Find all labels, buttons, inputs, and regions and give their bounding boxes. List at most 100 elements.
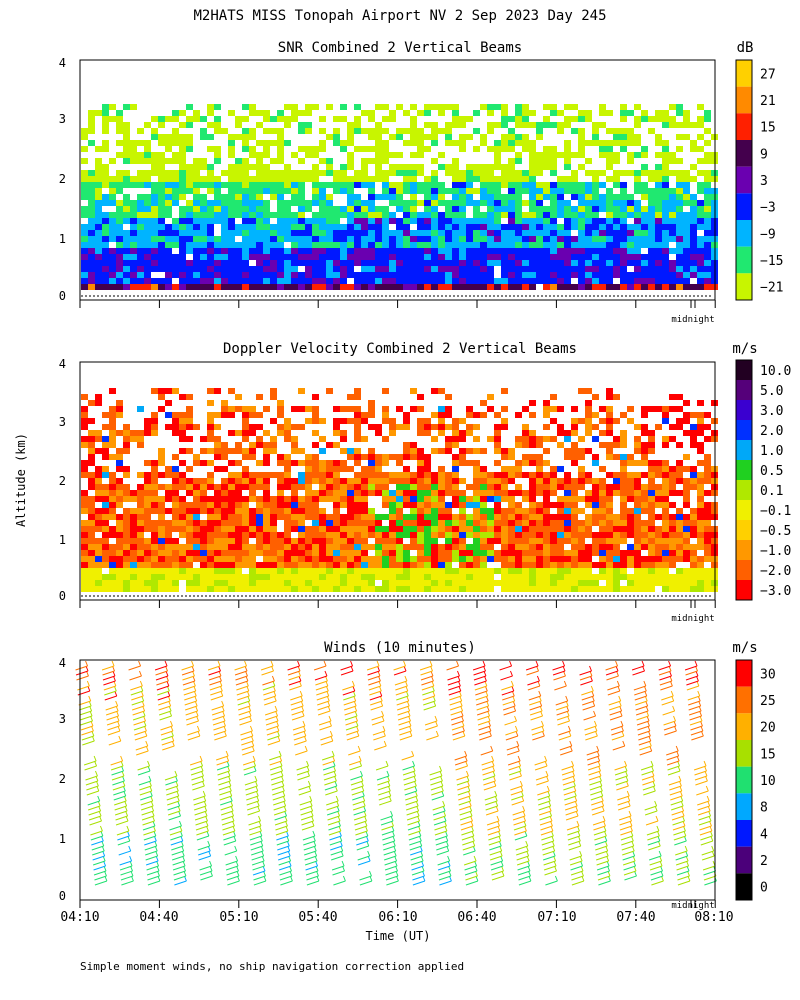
snr-cell bbox=[326, 242, 333, 248]
snr-cell bbox=[501, 200, 508, 206]
snr-cell bbox=[214, 104, 221, 110]
doppler-cell bbox=[648, 556, 655, 562]
snr-cell bbox=[620, 194, 627, 200]
snr-cell bbox=[319, 116, 326, 122]
doppler-cell bbox=[536, 466, 543, 472]
snr-cell bbox=[438, 164, 445, 170]
doppler-cell bbox=[312, 508, 319, 514]
snr-cell bbox=[361, 182, 368, 188]
doppler-cell bbox=[319, 418, 326, 424]
doppler-cell bbox=[529, 484, 536, 490]
doppler-cell bbox=[473, 514, 480, 520]
doppler-cell bbox=[508, 496, 515, 502]
wind-barb bbox=[211, 705, 224, 711]
snr-cell bbox=[207, 278, 214, 284]
doppler-cell bbox=[627, 586, 634, 592]
snr-cell bbox=[361, 272, 368, 278]
snr-cell bbox=[424, 278, 431, 284]
doppler-cell bbox=[123, 448, 130, 454]
snr-cell bbox=[459, 176, 466, 182]
snr-cell bbox=[662, 200, 669, 206]
doppler-cell bbox=[592, 460, 599, 466]
doppler-cell bbox=[193, 556, 200, 562]
doppler-cell bbox=[564, 478, 571, 484]
snr-cell bbox=[655, 164, 662, 170]
doppler-ytick-label: 0 bbox=[59, 589, 66, 603]
doppler-cell bbox=[389, 478, 396, 484]
doppler-cell bbox=[410, 544, 417, 550]
doppler-cell bbox=[354, 538, 361, 544]
doppler-cell bbox=[235, 460, 242, 466]
snr-cell bbox=[319, 266, 326, 272]
snr-cell bbox=[578, 152, 585, 158]
doppler-cell bbox=[347, 574, 354, 580]
wind-barb bbox=[91, 840, 104, 846]
doppler-cell bbox=[536, 574, 543, 580]
snr-cell bbox=[704, 110, 711, 116]
snr-cell bbox=[102, 128, 109, 134]
snr-cell bbox=[410, 116, 417, 122]
doppler-cell bbox=[270, 418, 277, 424]
snr-cell bbox=[529, 254, 536, 260]
snr-cell bbox=[585, 200, 592, 206]
doppler-cell bbox=[242, 454, 249, 460]
doppler-cell bbox=[319, 460, 326, 466]
wind-barb bbox=[213, 730, 227, 736]
doppler-cell bbox=[606, 496, 613, 502]
doppler-cell bbox=[102, 532, 109, 538]
doppler-cell bbox=[284, 472, 291, 478]
snr-cell bbox=[151, 134, 158, 140]
doppler-cell bbox=[466, 556, 473, 562]
snr-cell bbox=[690, 230, 697, 236]
snr-cell bbox=[522, 218, 529, 224]
snr-cell bbox=[487, 146, 494, 152]
doppler-cell bbox=[277, 568, 284, 574]
snr-cell bbox=[599, 284, 606, 290]
doppler-cell bbox=[564, 538, 571, 544]
snr-cell bbox=[578, 224, 585, 230]
doppler-cell bbox=[277, 460, 284, 466]
snr-cell bbox=[522, 122, 529, 128]
snr-cell bbox=[578, 110, 585, 116]
doppler-cell bbox=[648, 580, 655, 586]
snr-cell bbox=[249, 128, 256, 134]
doppler-cell bbox=[592, 496, 599, 502]
snr-cell bbox=[438, 104, 445, 110]
doppler-cell bbox=[109, 544, 116, 550]
doppler-cell bbox=[585, 400, 592, 406]
doppler-cell bbox=[557, 532, 564, 538]
snr-cell bbox=[578, 164, 585, 170]
doppler-cell bbox=[319, 484, 326, 490]
doppler-x-ticks bbox=[79, 600, 716, 608]
doppler-cell bbox=[354, 454, 361, 460]
snr-cell bbox=[284, 236, 291, 242]
snr-cell bbox=[165, 242, 172, 248]
doppler-cell bbox=[95, 430, 102, 436]
doppler-cell bbox=[648, 550, 655, 556]
snr-cell bbox=[578, 272, 585, 278]
doppler-cell bbox=[543, 478, 550, 484]
doppler-cell bbox=[242, 472, 249, 478]
snr-cell bbox=[543, 266, 550, 272]
snr-cell bbox=[81, 134, 88, 140]
doppler-cell bbox=[193, 544, 200, 550]
snr-cell bbox=[508, 194, 515, 200]
snr-cell bbox=[151, 230, 158, 236]
snr-cell bbox=[158, 116, 165, 122]
doppler-cell bbox=[487, 556, 494, 562]
snr-cell bbox=[466, 188, 473, 194]
snr-cell bbox=[88, 194, 95, 200]
snr-cell bbox=[207, 254, 214, 260]
doppler-cell bbox=[228, 532, 235, 538]
doppler-cell bbox=[284, 520, 291, 526]
doppler-cell bbox=[207, 472, 214, 478]
snr-cell bbox=[648, 200, 655, 206]
snr-cell bbox=[165, 284, 172, 290]
doppler-cell bbox=[515, 586, 522, 592]
snr-cell bbox=[473, 212, 480, 218]
doppler-cell bbox=[221, 442, 228, 448]
snr-cell bbox=[473, 176, 480, 182]
snr-cell bbox=[123, 122, 130, 128]
wind-barb bbox=[251, 855, 264, 861]
doppler-cell bbox=[186, 586, 193, 592]
